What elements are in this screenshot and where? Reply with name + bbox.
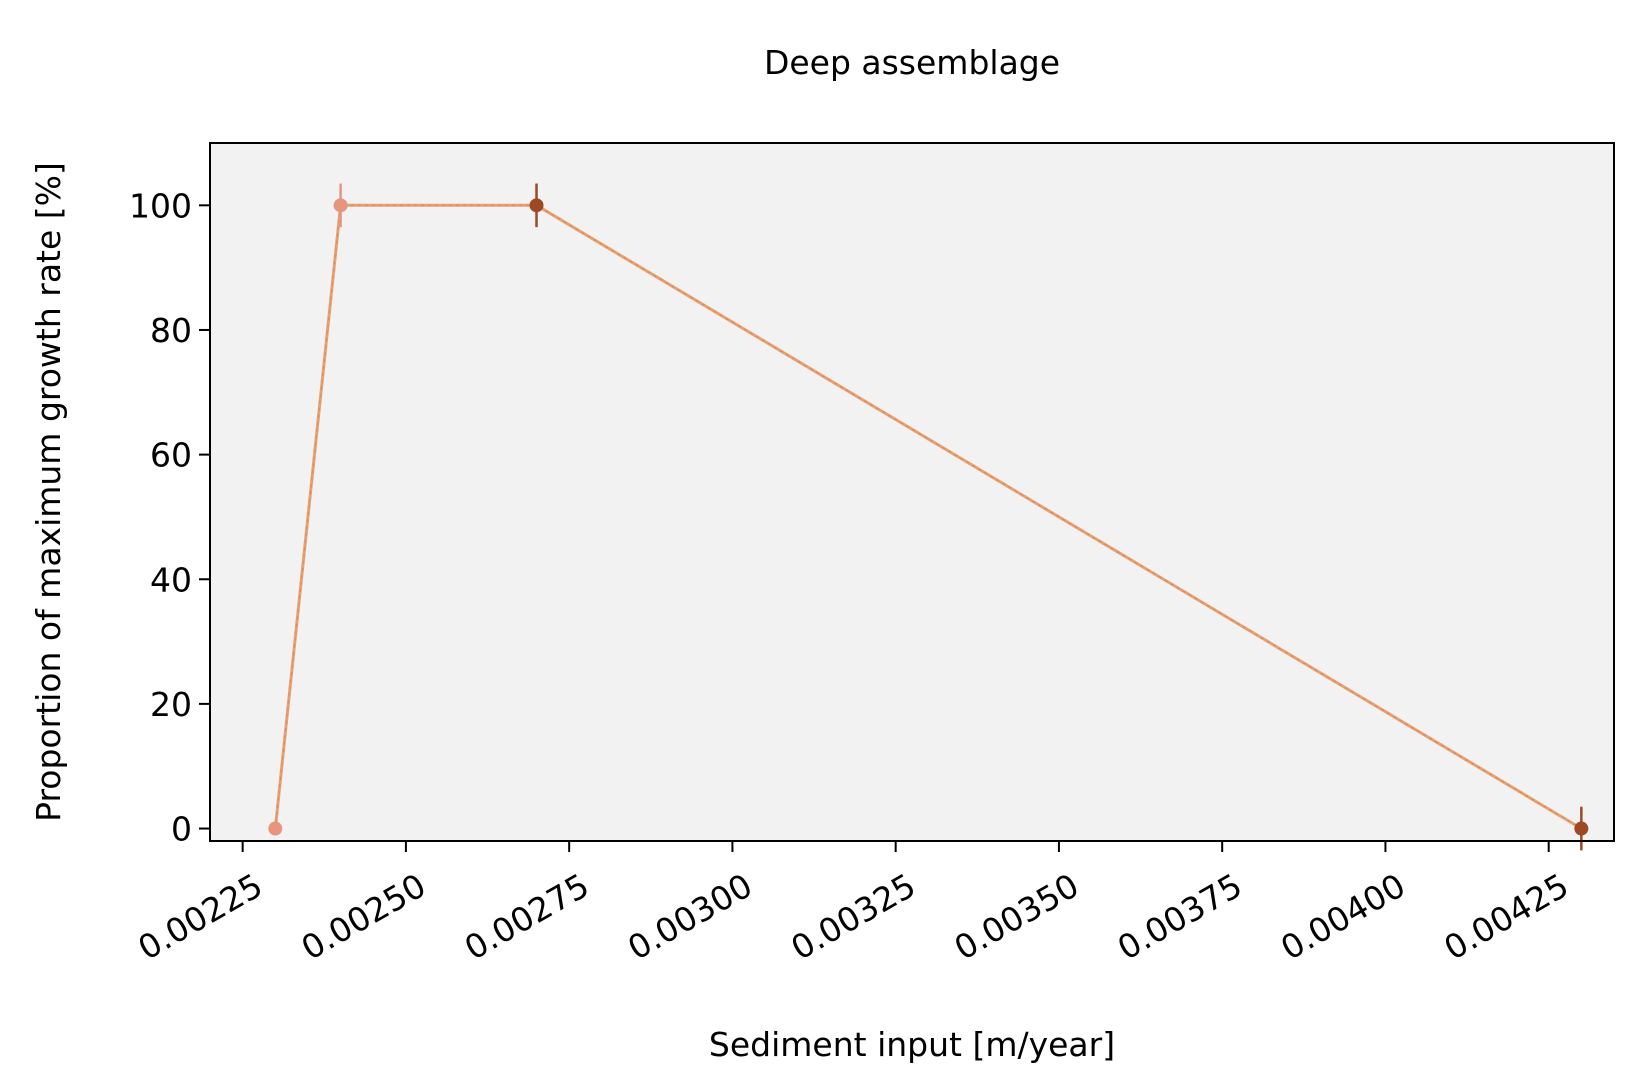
- y-tick-label: 100: [129, 186, 192, 225]
- x-axis: 0.00225 0.00250 0.00275 0.00300 0.00325 0.003…: [131, 841, 1575, 968]
- data-point: [1574, 821, 1589, 836]
- x-tick-label: 0.00350: [948, 866, 1086, 968]
- plot-frame: [209, 142, 1615, 842]
- data-point: [529, 198, 544, 213]
- data-point: [268, 821, 283, 836]
- y-tick-label: 40: [150, 560, 192, 599]
- x-axis-title: Sediment input [m/year]: [709, 1025, 1115, 1064]
- x-tick-label: 0.00250: [295, 866, 433, 968]
- x-tick-label: 0.00425: [1437, 866, 1575, 968]
- chart-title: Deep assemblage: [764, 43, 1060, 82]
- y-tick-label: 80: [150, 311, 192, 350]
- y-tick-label: 20: [150, 685, 192, 724]
- x-tick-label: 0.00275: [458, 866, 596, 968]
- y-tick-label: 0: [171, 810, 192, 849]
- data-point: [333, 198, 348, 213]
- series-line-shadow: [274, 204, 1582, 829]
- y-tick-label: 60: [150, 436, 192, 475]
- x-tick-label: 0.00325: [784, 866, 922, 968]
- x-tick-label: 0.00375: [1111, 866, 1249, 968]
- plot-background: [210, 143, 1614, 841]
- y-axis-title: Proportion of maximum growth rate [%]: [29, 162, 68, 822]
- series: [268, 183, 1589, 851]
- y-axis: 0 20 40 60 80 100: [129, 186, 210, 849]
- x-tick-label: 0.00225: [131, 866, 269, 968]
- x-tick-label: 0.00300: [621, 866, 759, 968]
- x-tick-label: 0.00400: [1274, 866, 1412, 968]
